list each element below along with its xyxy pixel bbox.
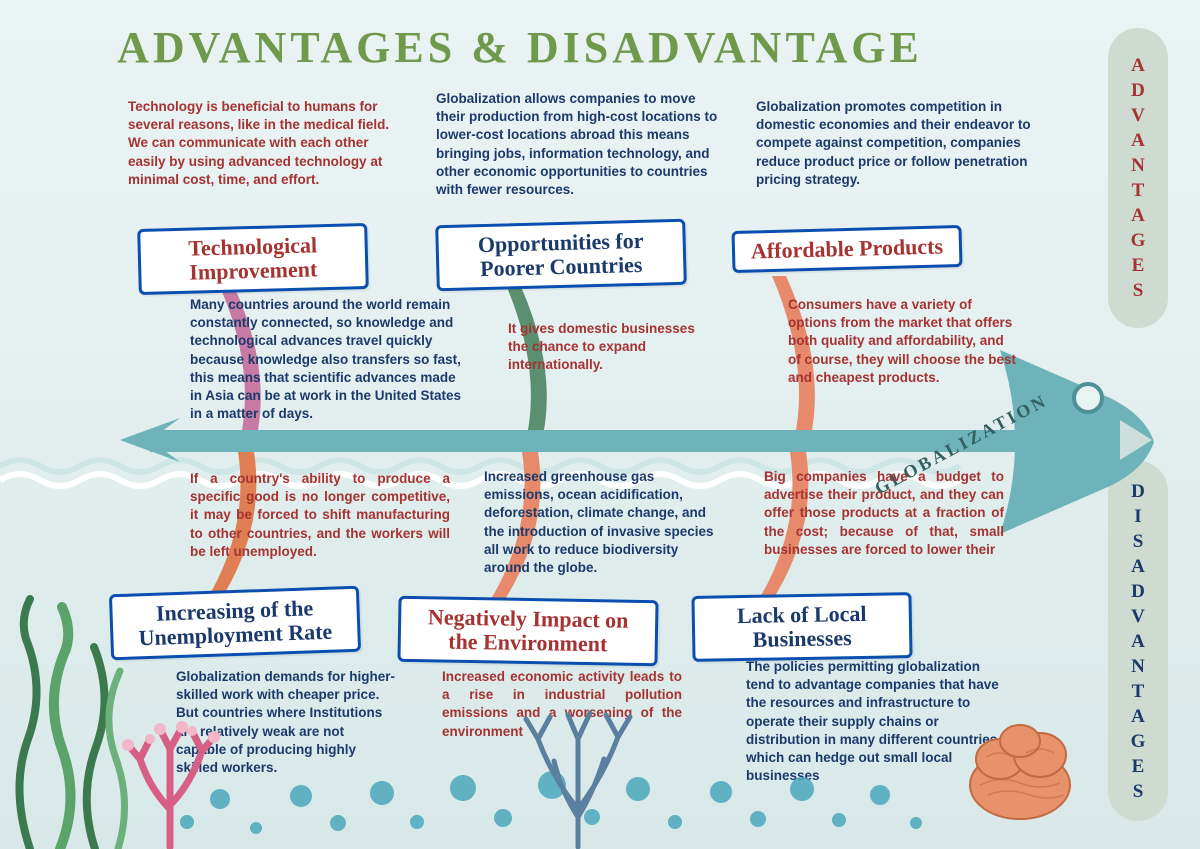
- dis-2-top: Increased greenhouse gas emissions, ocea…: [484, 468, 714, 577]
- bubble: [370, 781, 394, 805]
- bubble: [290, 785, 312, 807]
- fish-spine: [150, 430, 1020, 452]
- coral-pink: [110, 709, 230, 849]
- label-local-businesses: Lack of Local Businesses: [691, 592, 912, 662]
- coral-orange: [960, 705, 1080, 825]
- label-affordable-products: Affordable Products: [731, 225, 962, 273]
- bubble: [330, 815, 346, 831]
- label-environment-impact: Negatively Impact on the Environment: [397, 596, 658, 667]
- advantages-pill: ADVANTAGES: [1108, 28, 1168, 328]
- adv-3-top: Globalization promotes competition in do…: [756, 98, 1036, 189]
- bubble: [832, 813, 846, 827]
- label-unemployment: Increasing of the Unemployment Rate: [109, 586, 361, 661]
- bubble: [710, 781, 732, 803]
- disadvantages-pill: DISADVANTAGES: [1108, 461, 1168, 821]
- adv-2-mid: It gives domestic businesses the chance …: [508, 320, 708, 375]
- dis-1-top: If a country's ability to produce a spec…: [190, 470, 450, 561]
- fish-tail: [120, 418, 180, 462]
- bubble: [668, 815, 682, 829]
- bubble: [750, 811, 766, 827]
- page-title: ADVANTAGES & DISADVANTAGE: [0, 22, 1040, 73]
- adv-1-mid: Many countries around the world remain c…: [190, 296, 470, 424]
- label-opportunities-poor: Opportunities for Poorer Countries: [435, 219, 687, 292]
- coral-blue: [508, 699, 648, 849]
- bubble: [450, 775, 476, 801]
- fish-eye: [1074, 384, 1102, 412]
- dis-3-top: Big companies have a budget to advertise…: [764, 468, 1004, 559]
- adv-3-mid: Consumers have a variety of options from…: [788, 296, 1018, 387]
- bubble: [250, 822, 262, 834]
- bubble: [910, 817, 922, 829]
- bubble: [410, 815, 424, 829]
- bubble: [870, 785, 890, 805]
- adv-2-top: Globalization allows companies to move t…: [436, 90, 726, 199]
- label-tech-improvement: Technological Improvement: [137, 223, 369, 295]
- adv-1-top: Technology is beneficial to humans for s…: [128, 98, 408, 189]
- bubble: [790, 777, 814, 801]
